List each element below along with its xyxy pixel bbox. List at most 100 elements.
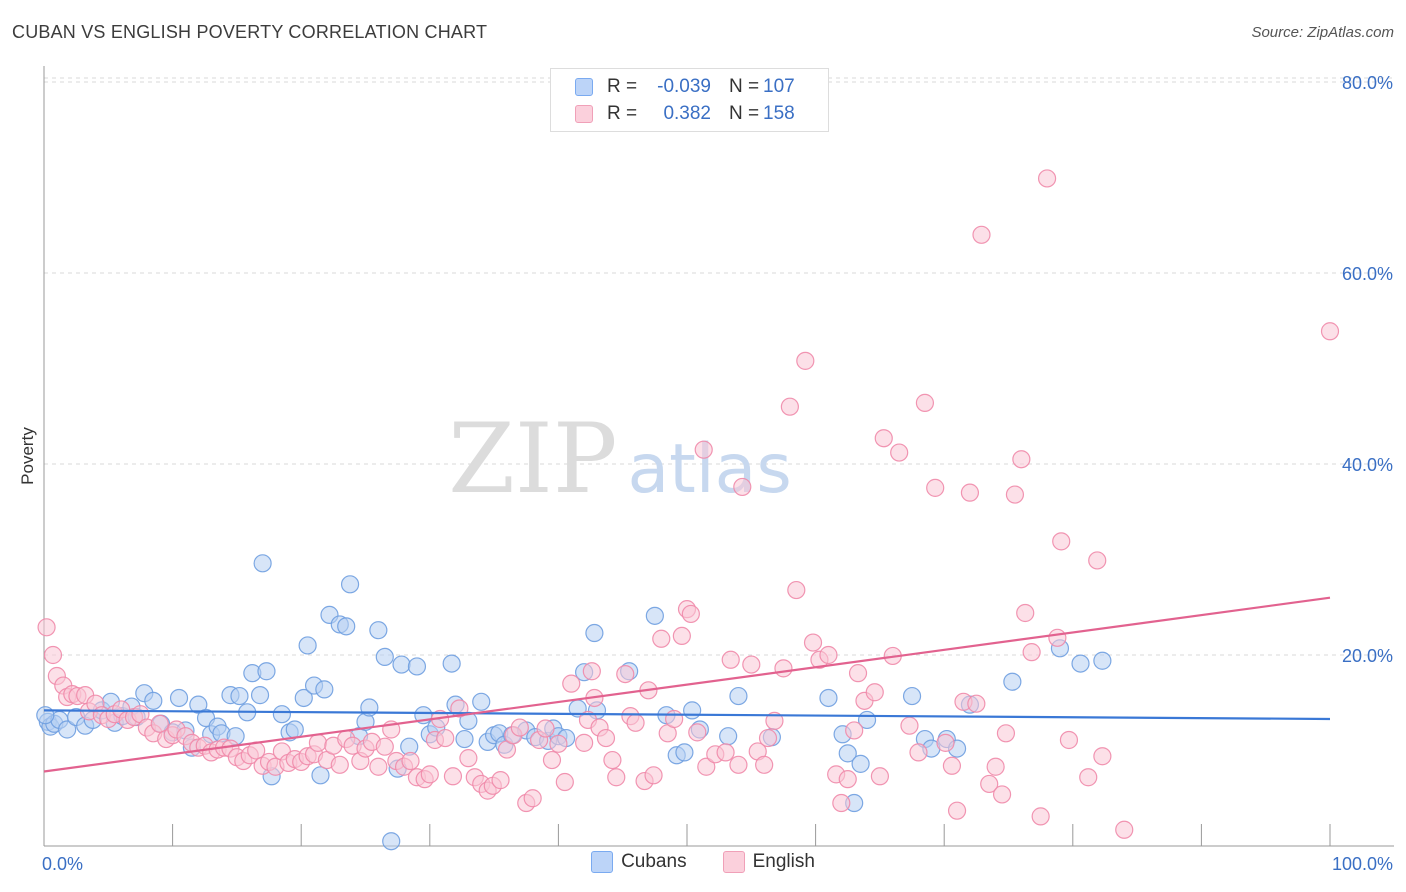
cubans-point [902, 686, 922, 706]
english-point [582, 662, 601, 681]
english-point [733, 477, 752, 497]
english-point [555, 772, 574, 792]
watermark: ZIP atlas [448, 403, 792, 515]
english-point [626, 713, 645, 732]
grid-lines [44, 77, 1394, 656]
cubans-point [838, 744, 857, 763]
english-point [1079, 768, 1098, 787]
english-point [536, 719, 555, 738]
r-label: R = [607, 76, 638, 97]
legend-item-english[interactable]: English [722, 851, 815, 873]
english-point [616, 664, 635, 684]
cubans-point [1003, 672, 1022, 691]
english-point [838, 770, 857, 789]
legend-item-cubans[interactable]: Cubans [591, 851, 687, 873]
correlation-legend: R = -0.039 N = 107 R = 0.382 N = 158 [550, 68, 829, 132]
english-point [1088, 551, 1107, 570]
cubans-point [58, 720, 77, 739]
english-point [369, 757, 388, 776]
tick-labels: 20.0% 40.0% 60.0% 80.0% 0.0% 100.0% [42, 73, 1393, 874]
english-point [765, 711, 784, 730]
english-point [37, 618, 56, 637]
cubans-legend-label: Cubans [621, 851, 687, 872]
cubans-point [250, 686, 270, 705]
english-point [992, 785, 1012, 804]
cubans-point [311, 766, 330, 785]
n-label: N = [729, 103, 760, 124]
english-point [1012, 450, 1031, 469]
y-tick-label: 40.0% [1342, 455, 1393, 475]
english-point [716, 743, 735, 762]
english-legend-swatch [722, 851, 745, 873]
english-legend-label: English [752, 851, 815, 872]
english-point [665, 709, 684, 729]
english-point [681, 604, 700, 624]
english-point [774, 659, 793, 678]
english-point [926, 478, 945, 497]
english-point [832, 793, 851, 813]
english-point [986, 757, 1005, 776]
english-point [401, 751, 420, 771]
english-point [694, 440, 713, 459]
n-value: 158 [763, 103, 795, 124]
english-point [845, 721, 864, 740]
english-point [1031, 807, 1050, 826]
watermark-zip: ZIP [448, 403, 617, 515]
english-point [1115, 820, 1134, 839]
english-point [688, 723, 707, 742]
cubans-point [683, 701, 702, 720]
english-point [549, 734, 568, 753]
cubans-point [719, 727, 738, 746]
english-point [865, 683, 884, 702]
english-point [980, 774, 999, 794]
english-point [787, 580, 806, 600]
cubans-point [1093, 651, 1112, 670]
english-point [915, 393, 935, 412]
english-point [803, 633, 823, 652]
english-swatch [575, 105, 593, 123]
cubans-point [257, 662, 276, 681]
english-point [603, 750, 622, 770]
cubans-point [144, 691, 163, 710]
english-point [967, 694, 986, 713]
english-point [848, 664, 868, 683]
english-point [900, 716, 919, 735]
cubans-point [442, 654, 461, 673]
r-value: 0.382 [663, 103, 711, 124]
cubans-point [36, 706, 55, 725]
english-point [652, 629, 671, 648]
english-point [562, 674, 581, 693]
english-point [960, 483, 980, 502]
english-point [936, 733, 955, 752]
english-point [1005, 485, 1025, 504]
english-point [870, 767, 890, 786]
cubans-trend-line [43, 709, 1331, 721]
cubans-point [285, 720, 304, 739]
cubans-point [851, 754, 870, 773]
english-point [729, 755, 748, 774]
n-label: N = [729, 76, 760, 97]
english-point [491, 771, 510, 790]
cubans-point [382, 832, 401, 851]
n-value: 107 [763, 76, 795, 97]
english-point [575, 733, 594, 752]
english-point [721, 650, 740, 669]
r-label: R = [607, 103, 638, 124]
cubans-point [455, 729, 474, 749]
cubans-point [189, 695, 208, 714]
english-point [1093, 747, 1112, 766]
y-tick-label: 80.0% [1342, 73, 1393, 93]
english-point [308, 733, 328, 752]
cubans-point [169, 688, 189, 708]
english-point [596, 728, 616, 748]
cubans-point [369, 621, 388, 640]
cubans-point [298, 636, 317, 655]
chart-title: CUBAN VS ENGLISH POVERTY CORRELATION CHA… [12, 22, 488, 42]
cubans-point [645, 606, 664, 625]
cubans-legend-swatch [591, 851, 614, 873]
english-point [874, 429, 893, 448]
cubans-swatch [575, 78, 593, 96]
cubans-point [272, 705, 292, 724]
english-point [420, 765, 439, 784]
cubans-point [375, 647, 394, 667]
